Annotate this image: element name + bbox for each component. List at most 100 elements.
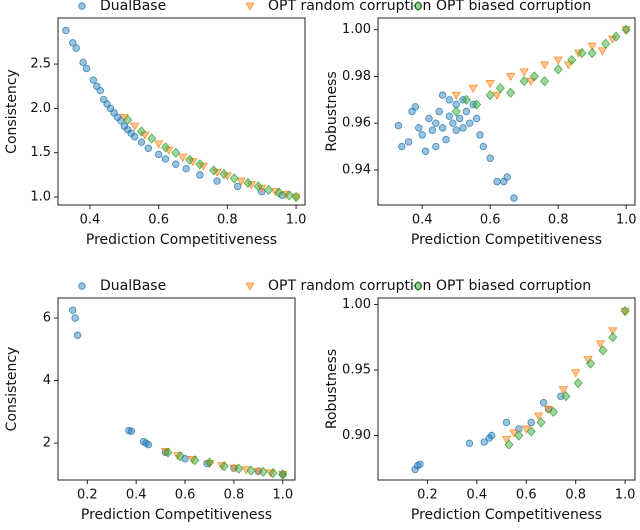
point — [445, 96, 454, 104]
point — [245, 282, 255, 291]
legend-label: DualBase — [100, 278, 166, 294]
point — [504, 439, 514, 450]
point — [611, 31, 621, 42]
point — [432, 119, 440, 127]
point — [459, 124, 467, 132]
x-axis-label: Prediction Competitiveness — [411, 507, 602, 523]
y-tick-label: 0.96 — [342, 116, 371, 131]
point — [411, 103, 420, 111]
point — [160, 448, 171, 457]
point — [78, 282, 86, 290]
point — [567, 54, 577, 66]
point — [466, 119, 474, 127]
x-tick-label: 1.0 — [272, 488, 293, 503]
point — [451, 106, 461, 117]
point — [445, 112, 454, 120]
x-tick-label: 0.4 — [126, 488, 147, 503]
point — [411, 465, 419, 474]
point — [129, 122, 140, 131]
point — [96, 86, 104, 95]
point — [236, 177, 246, 186]
point — [620, 305, 630, 317]
point — [268, 468, 278, 479]
point — [539, 399, 548, 407]
x-tick-label: 0.8 — [548, 213, 569, 228]
point — [533, 412, 544, 421]
point — [598, 345, 608, 356]
point — [620, 307, 630, 316]
point — [449, 119, 457, 127]
point — [487, 431, 496, 440]
point — [73, 331, 82, 339]
point — [253, 467, 264, 477]
point — [472, 99, 482, 110]
point — [278, 469, 288, 480]
point — [573, 378, 583, 389]
point — [514, 430, 524, 441]
point — [451, 91, 461, 100]
point — [127, 427, 135, 435]
point — [486, 154, 494, 162]
point — [521, 425, 531, 434]
point — [161, 155, 170, 163]
point — [608, 332, 618, 343]
plot-frame — [57, 17, 306, 206]
point — [506, 87, 516, 98]
plot-frame — [377, 17, 636, 206]
point — [577, 47, 587, 59]
point — [480, 438, 488, 446]
point — [435, 107, 443, 116]
y-tick-label: 1.00 — [342, 297, 371, 312]
point — [204, 457, 215, 468]
point — [219, 168, 229, 180]
x-axis-label: Prediction Competitiveness — [411, 232, 602, 248]
point — [428, 126, 437, 134]
point — [519, 68, 529, 77]
point — [196, 171, 204, 179]
legend-label: OPT biased corruption — [436, 278, 591, 294]
point — [78, 2, 86, 10]
x-tick-label: 1.0 — [286, 213, 307, 228]
x-tick-label: 1.0 — [616, 213, 637, 228]
point — [246, 465, 256, 476]
point — [69, 39, 77, 47]
point — [291, 193, 301, 202]
point — [413, 0, 423, 12]
point — [213, 177, 221, 185]
point — [245, 2, 255, 11]
point — [229, 173, 239, 184]
point — [172, 160, 180, 168]
point — [233, 182, 242, 191]
x-tick-label: 0.4 — [412, 213, 433, 228]
point — [465, 439, 474, 448]
point — [469, 100, 477, 109]
point — [204, 460, 215, 469]
point — [461, 94, 471, 105]
point — [502, 418, 511, 427]
point — [147, 133, 157, 144]
point — [136, 126, 147, 137]
point — [462, 107, 471, 116]
y-tick-label: 6 — [43, 311, 51, 326]
point — [209, 165, 219, 176]
y-tick-label: 0.98 — [342, 69, 371, 84]
point — [173, 452, 183, 461]
point — [160, 142, 171, 153]
plot-frame — [57, 297, 296, 481]
point — [503, 173, 511, 181]
point — [492, 91, 502, 100]
point — [234, 463, 244, 474]
point — [519, 76, 529, 87]
point — [485, 80, 495, 89]
point — [241, 466, 251, 475]
point — [510, 194, 518, 202]
point — [418, 131, 426, 139]
point — [89, 76, 98, 84]
point — [163, 447, 173, 458]
point — [394, 121, 403, 130]
point — [527, 418, 535, 427]
point — [79, 58, 87, 67]
point — [621, 26, 631, 35]
y-tick-label: 1.00 — [342, 22, 371, 37]
point — [137, 138, 146, 146]
